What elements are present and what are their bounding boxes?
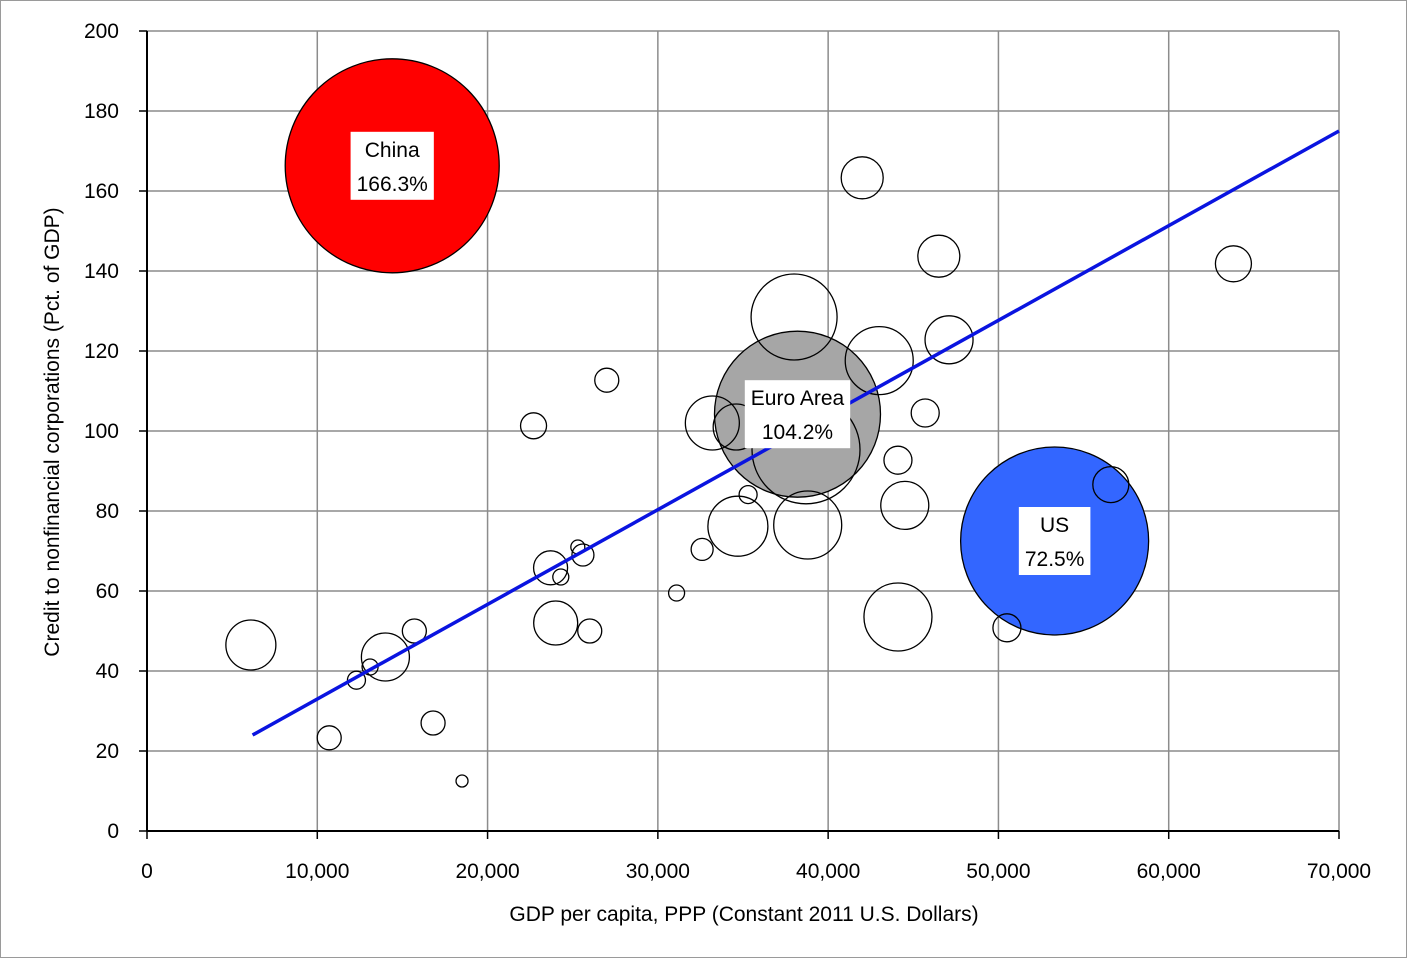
x-tick-label: 70,000 (1307, 860, 1371, 883)
axes (139, 30, 1340, 839)
data-bubble (360, 632, 411, 682)
data-bubble (684, 395, 740, 451)
y-tick-label: 60 (96, 580, 119, 603)
bubble-label-value: 104.2% (762, 421, 833, 444)
data-bubble (1092, 465, 1130, 504)
data-bubble (667, 584, 686, 602)
data-bubble (594, 367, 620, 393)
data-bubble (519, 412, 548, 440)
tick-labels: 0 20 40 60 80 100 120 140 160 180 200 0 10,000 20,000… (84, 20, 1371, 883)
bubble-label: US 72.5% (1018, 507, 1091, 575)
data-bubble (225, 619, 277, 671)
bubble-label-value: 166.3% (357, 173, 428, 196)
bubble-labels: China 166.3% Euro Area 104.2% US 72.5% (350, 131, 1091, 575)
x-tick-label: 60,000 (1137, 860, 1201, 883)
data-bubble (910, 398, 940, 428)
data-bubble (773, 490, 843, 560)
bubble-label-value: 72.5% (1025, 548, 1085, 571)
x-tick-label: 50,000 (966, 860, 1030, 883)
data-bubble (992, 613, 1022, 643)
data-bubble (346, 670, 367, 690)
y-tick-label: 200 (84, 20, 119, 43)
data-bubble (455, 774, 469, 788)
y-tick-label: 20 (96, 740, 119, 763)
data-bubble (863, 582, 933, 652)
data-bubble (532, 550, 569, 586)
bubble-label-name: China (365, 139, 420, 162)
x-tick-label: 30,000 (626, 860, 690, 883)
y-tick-label: 100 (84, 420, 119, 443)
data-bubble (707, 495, 769, 557)
data-bubble (420, 710, 446, 736)
data-bubble (533, 600, 579, 646)
y-axis-title: Credit to nonfinancial corporations (Pct… (41, 207, 64, 656)
data-bubble (577, 618, 603, 644)
data-bubble (840, 156, 884, 200)
data-bubble (571, 543, 595, 567)
data-bubble (316, 725, 342, 751)
bubble-label-box (744, 380, 851, 449)
y-tick-label: 180 (84, 100, 119, 123)
bubble-label-box (1018, 507, 1091, 575)
data-bubble (738, 484, 758, 505)
data-bubble (924, 315, 974, 365)
data-bubble (844, 325, 914, 396)
y-tick-label: 160 (84, 180, 119, 203)
x-tick-label: 40,000 (796, 860, 860, 883)
data-bubble (750, 273, 838, 361)
data-bubble (917, 234, 961, 278)
y-tick-label: 0 (107, 820, 119, 843)
x-tick-label: 10,000 (285, 860, 349, 883)
bubble-label-name: US (1040, 514, 1069, 537)
data-bubble (880, 480, 930, 531)
y-tick-label: 140 (84, 260, 119, 283)
y-tick-label: 120 (84, 340, 119, 363)
x-tick-label: 0 (141, 860, 153, 883)
y-tick-label: 40 (96, 660, 119, 683)
bubble-label: Euro Area 104.2% (744, 380, 851, 449)
data-bubble (883, 445, 913, 475)
bubble-label: China 166.3% (350, 131, 434, 200)
data-bubble (552, 568, 570, 586)
data-bubble (401, 618, 427, 644)
y-tick-label: 80 (96, 500, 119, 523)
x-axis-title: GDP per capita, PPP (Constant 2011 U.S. … (509, 903, 978, 926)
data-bubble (1214, 245, 1253, 283)
x-tick-label: 20,000 (455, 860, 519, 883)
bubble-label-name: Euro Area (751, 387, 845, 410)
bubble-label-box (350, 131, 434, 200)
data-bubble (690, 537, 714, 562)
